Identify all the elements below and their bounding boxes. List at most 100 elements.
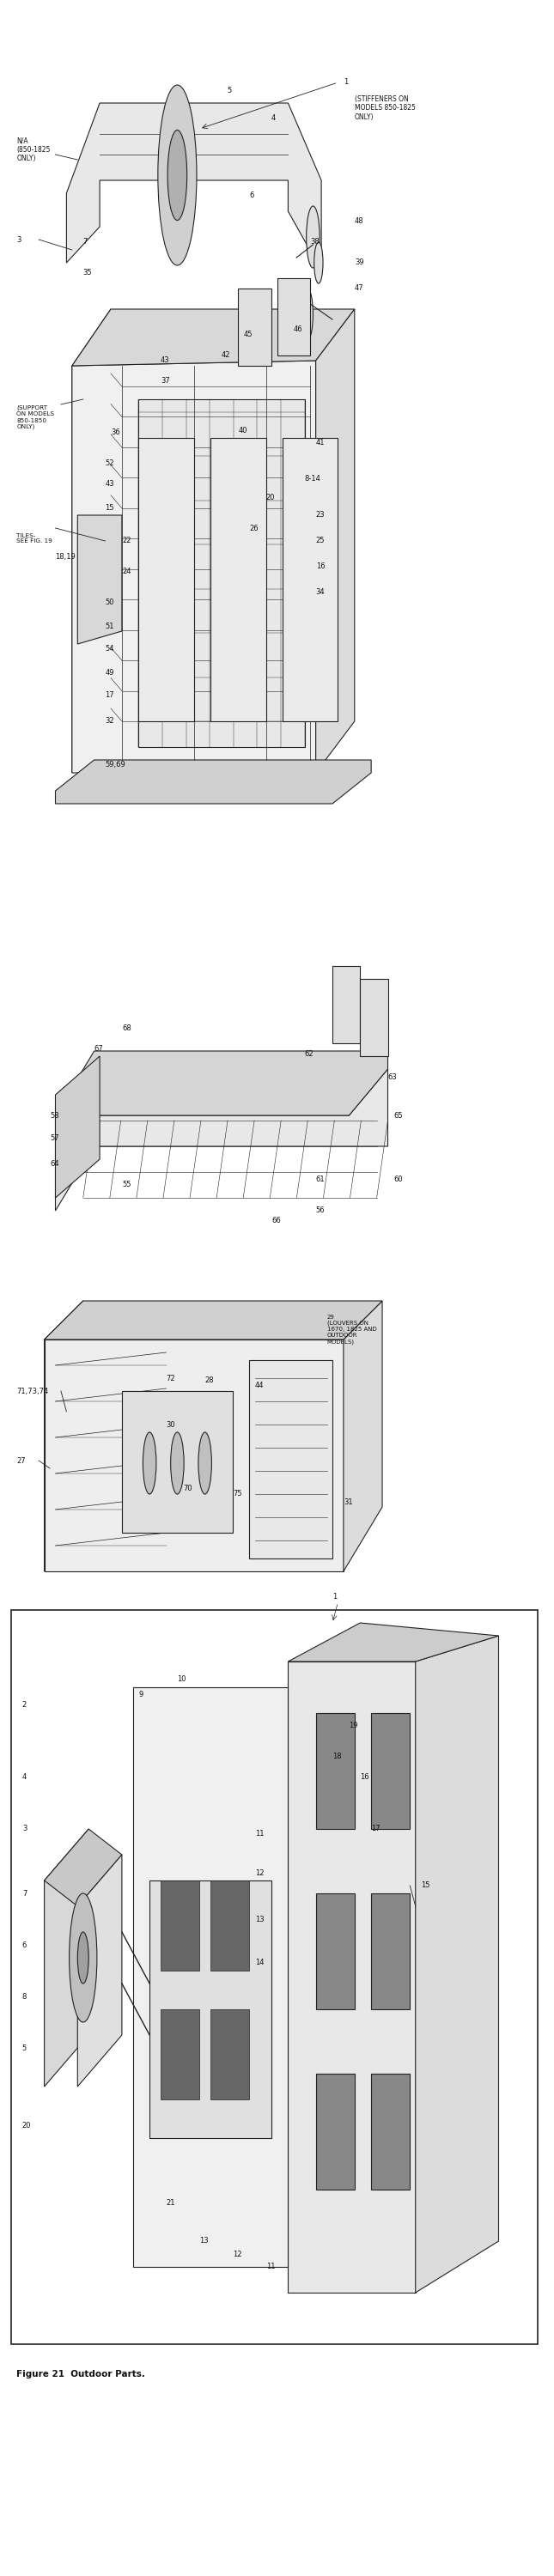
Text: 64: 64 — [50, 1159, 59, 1167]
Text: 75: 75 — [233, 1489, 242, 1499]
Polygon shape — [150, 1880, 271, 2138]
Polygon shape — [316, 309, 355, 773]
Text: 45: 45 — [244, 332, 253, 340]
Text: 10: 10 — [177, 1677, 186, 1685]
Text: 1: 1 — [332, 1592, 337, 1600]
Text: 12: 12 — [255, 1870, 264, 1875]
Polygon shape — [138, 438, 194, 721]
Text: 39: 39 — [355, 260, 363, 268]
Text: 4: 4 — [22, 1772, 27, 1783]
FancyBboxPatch shape — [371, 1893, 410, 2009]
Polygon shape — [283, 438, 338, 721]
Polygon shape — [55, 1069, 388, 1211]
Polygon shape — [44, 1829, 89, 2087]
Polygon shape — [44, 1829, 122, 1906]
Text: 13: 13 — [255, 1917, 264, 1922]
Circle shape — [314, 242, 323, 283]
Text: 43: 43 — [161, 358, 170, 366]
Text: 38: 38 — [310, 240, 320, 247]
Text: 70: 70 — [183, 1484, 192, 1494]
Text: 7: 7 — [83, 240, 88, 247]
Polygon shape — [72, 309, 355, 366]
Circle shape — [167, 129, 187, 222]
Text: 16: 16 — [316, 564, 325, 572]
Polygon shape — [138, 399, 305, 747]
Text: 23: 23 — [316, 510, 325, 520]
Polygon shape — [55, 1051, 388, 1115]
Polygon shape — [72, 361, 316, 773]
Text: 2: 2 — [22, 1703, 27, 1710]
Text: 35: 35 — [83, 270, 92, 278]
Text: 3: 3 — [22, 1824, 27, 1834]
Polygon shape — [66, 103, 321, 270]
FancyBboxPatch shape — [211, 1880, 249, 1971]
Text: 42: 42 — [222, 353, 230, 361]
Text: 9: 9 — [138, 1692, 143, 1700]
Text: 11: 11 — [266, 2264, 275, 2272]
Text: 59,69: 59,69 — [105, 762, 126, 768]
Text: 1: 1 — [343, 80, 348, 88]
Text: 19: 19 — [349, 1723, 358, 1731]
Text: 37: 37 — [161, 379, 170, 386]
Circle shape — [302, 289, 313, 340]
FancyBboxPatch shape — [332, 966, 360, 1043]
Text: 46: 46 — [294, 327, 302, 335]
Text: 22: 22 — [122, 538, 131, 546]
Text: 36: 36 — [111, 428, 120, 435]
Text: 14: 14 — [255, 1958, 264, 1968]
Text: 50: 50 — [105, 600, 114, 608]
Text: 24: 24 — [122, 569, 131, 577]
Text: 8: 8 — [22, 1994, 27, 1999]
Text: 20: 20 — [22, 2123, 31, 2128]
FancyBboxPatch shape — [161, 1880, 199, 1971]
Text: 6: 6 — [22, 1942, 27, 1947]
Text: 54: 54 — [105, 647, 114, 654]
Text: 17: 17 — [371, 1824, 380, 1834]
Text: 48: 48 — [355, 219, 363, 227]
Text: 18: 18 — [332, 1752, 341, 1762]
Circle shape — [158, 85, 197, 265]
Polygon shape — [288, 1662, 416, 2293]
Text: 15: 15 — [105, 505, 114, 510]
Text: 62: 62 — [305, 1051, 314, 1056]
Text: 6: 6 — [249, 193, 254, 201]
FancyBboxPatch shape — [238, 289, 271, 366]
Polygon shape — [72, 309, 111, 773]
Polygon shape — [122, 1391, 233, 1533]
Text: 25: 25 — [316, 538, 325, 546]
Text: 18,19: 18,19 — [55, 554, 76, 562]
Text: 3: 3 — [17, 237, 21, 245]
FancyBboxPatch shape — [360, 979, 388, 1056]
Text: 55: 55 — [122, 1180, 131, 1190]
Text: 11: 11 — [255, 1829, 264, 1839]
Circle shape — [143, 1432, 156, 1494]
Text: 49: 49 — [105, 670, 114, 677]
FancyBboxPatch shape — [211, 2009, 249, 2099]
Circle shape — [306, 206, 320, 268]
FancyBboxPatch shape — [371, 2074, 410, 2190]
Polygon shape — [55, 1056, 100, 1198]
Circle shape — [78, 1932, 89, 1984]
FancyBboxPatch shape — [316, 1713, 355, 1829]
Text: 52: 52 — [105, 459, 114, 469]
FancyBboxPatch shape — [277, 278, 310, 355]
Text: 31: 31 — [343, 1499, 352, 1504]
Text: 72: 72 — [166, 1376, 175, 1381]
Text: 16: 16 — [360, 1772, 369, 1783]
Text: 12: 12 — [233, 2251, 242, 2257]
Text: (STIFFENERS ON
MODELS 850-1825
ONLY): (STIFFENERS ON MODELS 850-1825 ONLY) — [355, 95, 416, 121]
Polygon shape — [78, 515, 122, 644]
Text: 34: 34 — [316, 590, 325, 598]
Text: 27: 27 — [17, 1458, 25, 1463]
Polygon shape — [44, 1301, 382, 1340]
Circle shape — [69, 1893, 97, 2022]
Text: 40: 40 — [238, 425, 247, 433]
Polygon shape — [44, 1340, 343, 1571]
Text: 17: 17 — [105, 693, 114, 701]
Text: 43: 43 — [105, 479, 114, 489]
Text: 13: 13 — [199, 2236, 208, 2244]
Text: 71,73,74: 71,73,74 — [17, 1386, 49, 1396]
Text: 7: 7 — [22, 1891, 27, 1896]
FancyBboxPatch shape — [11, 1610, 537, 2344]
Polygon shape — [55, 760, 371, 804]
